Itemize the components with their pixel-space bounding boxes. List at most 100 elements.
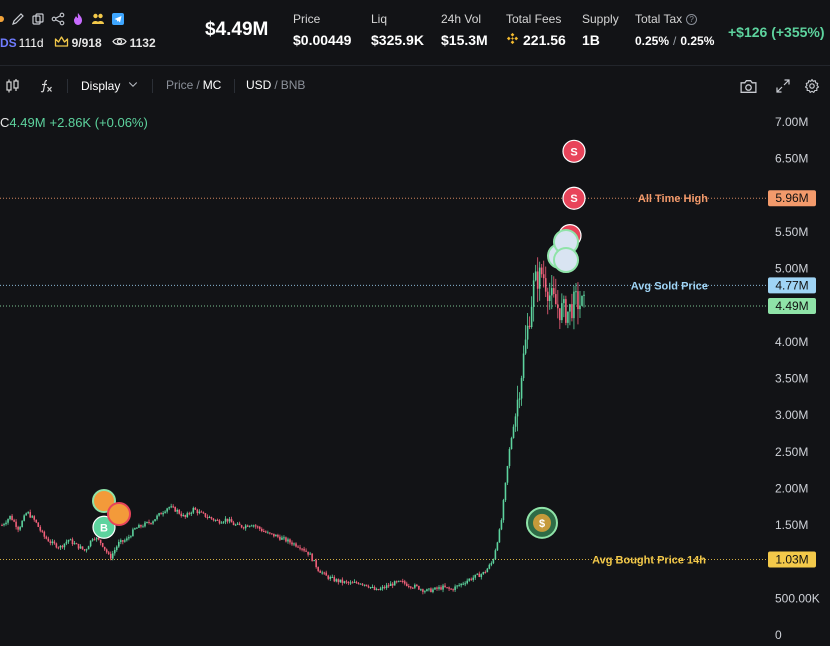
price-toggle-option[interactable]: Price: [166, 78, 194, 92]
candle-body: [126, 538, 128, 541]
candle-body: [43, 531, 46, 537]
chevron-down-icon: [123, 78, 139, 93]
toggle-slash: /: [274, 78, 278, 92]
ath-line-label: All Time High: [638, 193, 708, 205]
candle-body: [39, 526, 42, 531]
candle-body: [192, 507, 195, 513]
mc-toggle-option[interactable]: MC: [202, 78, 222, 92]
candle-body: [428, 588, 430, 590]
candle-body: [577, 291, 579, 310]
candle-body: [53, 541, 56, 544]
candle-type-button[interactable]: [5, 78, 21, 97]
legend-close-value: 4.49M: [9, 115, 46, 130]
currency-toggle[interactable]: USD / BNB: [246, 78, 305, 92]
candle-body: [351, 582, 354, 584]
candle-body: [91, 539, 94, 541]
candle-body: [37, 522, 40, 527]
candle-body: [269, 532, 271, 534]
bnb-toggle-option[interactable]: BNB: [280, 78, 306, 92]
candle-body: [379, 588, 382, 591]
candle-body: [228, 519, 231, 522]
candle-body: [154, 519, 156, 522]
toggle-slash: /: [196, 78, 200, 92]
candle-body: [254, 525, 257, 527]
total-tax-row: 0.25% / 0.25%: [635, 34, 714, 48]
candle-body: [466, 580, 468, 584]
candle-body: [7, 519, 9, 523]
candle-body: [412, 587, 414, 589]
candle-body: [262, 531, 265, 533]
total-fees-stat: Total Fees 221.56: [506, 12, 566, 48]
candle-body: [462, 583, 464, 585]
candle-body: [148, 522, 150, 524]
sell-marker: [562, 186, 586, 210]
buy-marker: [92, 515, 116, 539]
expand-icon: [775, 78, 791, 97]
candle-body: [373, 586, 376, 590]
candle-body: [5, 522, 7, 525]
candle-body: [232, 522, 235, 526]
candle-body: [57, 547, 60, 549]
sell-marker-label: S: [570, 146, 577, 158]
ath-line-tag: [768, 190, 816, 207]
indicators-button[interactable]: [38, 78, 54, 97]
fullscreen-button[interactable]: [775, 78, 791, 97]
candle-body: [371, 586, 374, 588]
price-mc-toggle[interactable]: Price / MC: [166, 78, 221, 92]
candle-body: [353, 581, 356, 583]
usd-toggle-option[interactable]: USD: [246, 78, 272, 92]
candle-body: [563, 299, 565, 304]
candle-body: [536, 271, 539, 289]
candles: [1, 257, 585, 595]
candle-body: [107, 552, 110, 554]
candle-body: [265, 531, 267, 533]
candle-body: [347, 581, 350, 583]
y-tick-label: 4.00M: [775, 335, 808, 349]
candle-body: [565, 299, 567, 323]
candle-body: [293, 543, 295, 545]
ticker-fragment: DS: [0, 36, 17, 50]
candle-body: [138, 524, 140, 528]
candle-body: [454, 586, 456, 591]
screenshot-button[interactable]: [739, 78, 758, 98]
candle-body: [218, 520, 221, 524]
sell-tax-value: 0.25%: [680, 34, 715, 48]
candle-body: [87, 546, 90, 550]
candle-body: [234, 524, 237, 526]
edit-pencil-icon[interactable]: [10, 11, 26, 27]
candle-body: [297, 546, 299, 548]
candle-body: [146, 522, 148, 524]
y-tick-label: 5.50M: [775, 225, 808, 239]
display-dropdown[interactable]: Display: [81, 78, 139, 93]
candle-body: [506, 465, 509, 483]
sell-marker: [562, 139, 586, 163]
candle-body: [31, 516, 34, 518]
candle-body: [71, 539, 74, 545]
settings-button[interactable]: [804, 78, 820, 97]
candle-body: [289, 539, 291, 543]
pnl-gain: +$126 (+355%): [728, 24, 825, 40]
candle-body: [15, 521, 17, 527]
candle-body: [426, 589, 428, 592]
candle-body: [49, 541, 52, 544]
candle-body: [63, 543, 66, 548]
candle-body: [395, 581, 398, 583]
price-value: $0.00449: [293, 32, 352, 48]
candle-body: [61, 545, 64, 548]
candle-body: [122, 540, 124, 542]
candle-body: [452, 589, 454, 591]
share-icon[interactable]: [50, 11, 66, 27]
candle-body: [337, 579, 340, 583]
candle-body: [162, 512, 164, 515]
candle-body: [538, 267, 541, 289]
bnb-coin-icon: [506, 32, 519, 48]
tax-separator: /: [673, 34, 677, 48]
help-icon[interactable]: ?: [686, 13, 698, 25]
candle-body: [365, 584, 368, 587]
candle-body: [83, 549, 86, 551]
candle-body: [567, 311, 569, 323]
candle-body: [557, 304, 559, 309]
telegram-icon[interactable]: [110, 11, 126, 27]
copy-icon[interactable]: [30, 11, 46, 27]
